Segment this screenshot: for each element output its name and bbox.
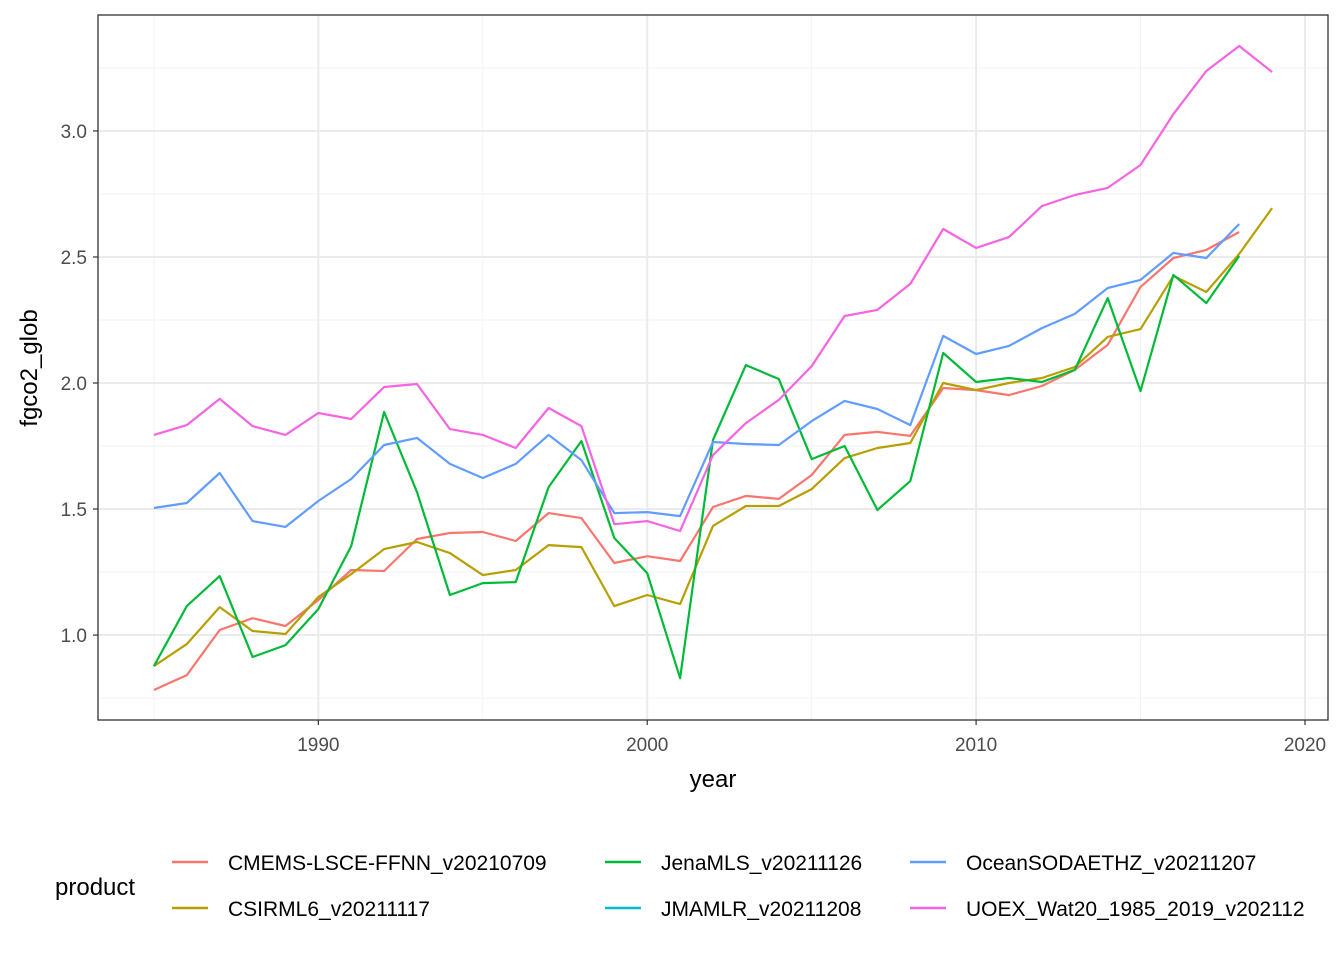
- series-line-csirml6-v20211117: [153, 207, 1273, 668]
- series-line-oceansodaethz-v20211207: [153, 223, 1240, 529]
- series-line-jenamls-v20211126: [152, 255, 1241, 680]
- y-tick-label: 1.0: [61, 626, 87, 647]
- x-tick-label: 2020: [1284, 735, 1326, 756]
- x-tick-label: 2000: [626, 735, 668, 756]
- x-axis-title: year: [690, 766, 737, 793]
- legend-item: UOEX_Wat20_1985_2019_v202112: [910, 898, 1305, 921]
- y-tick-label: 2.0: [61, 374, 87, 395]
- plot-panel-border: [97, 14, 1329, 721]
- y-tick-label: 1.5: [61, 500, 87, 521]
- legend-label: CSIRML6_v20211117: [228, 898, 430, 921]
- y-axis: 1.0 1.5 2.0 2.5 3.0: [61, 122, 98, 647]
- y-tick-label: 3.0: [61, 122, 87, 143]
- legend-title: product: [55, 874, 135, 901]
- legend-label: UOEX_Wat20_1985_2019_v202112: [966, 898, 1305, 921]
- grid: [98, 15, 1328, 720]
- x-axis: 1990 2000 2010 2020: [297, 720, 1326, 756]
- y-tick-label: 2.5: [61, 248, 87, 269]
- legend: product CMEMS-LSCE-FFNN_v20210709 CSIRML6…: [55, 852, 1305, 921]
- legend-label: JenaMLS_v20211126: [661, 852, 862, 875]
- legend-item: CMEMS-LSCE-FFNN_v20210709: [172, 852, 547, 875]
- legend-label: JMAMLR_v20211208: [661, 898, 861, 921]
- legend-label: OceanSODAETHZ_v20211207: [966, 852, 1256, 875]
- series-lines: [152, 44, 1273, 692]
- legend-item: JMAMLR_v20211208: [605, 898, 861, 921]
- x-tick-label: 2010: [955, 735, 997, 756]
- legend-item: CSIRML6_v20211117: [172, 898, 430, 921]
- series-line-cmems-lsce-ffnn-v20210709: [153, 231, 1240, 692]
- legend-item: JenaMLS_v20211126: [605, 852, 862, 875]
- legend-item: OceanSODAETHZ_v20211207: [910, 852, 1256, 875]
- y-axis-title: fgco2_glob: [16, 309, 43, 426]
- series-line-uoex-wat20-1985-2019-v202112: [153, 44, 1273, 533]
- x-tick-label: 1990: [297, 735, 339, 756]
- legend-label: CMEMS-LSCE-FFNN_v20210709: [228, 852, 547, 875]
